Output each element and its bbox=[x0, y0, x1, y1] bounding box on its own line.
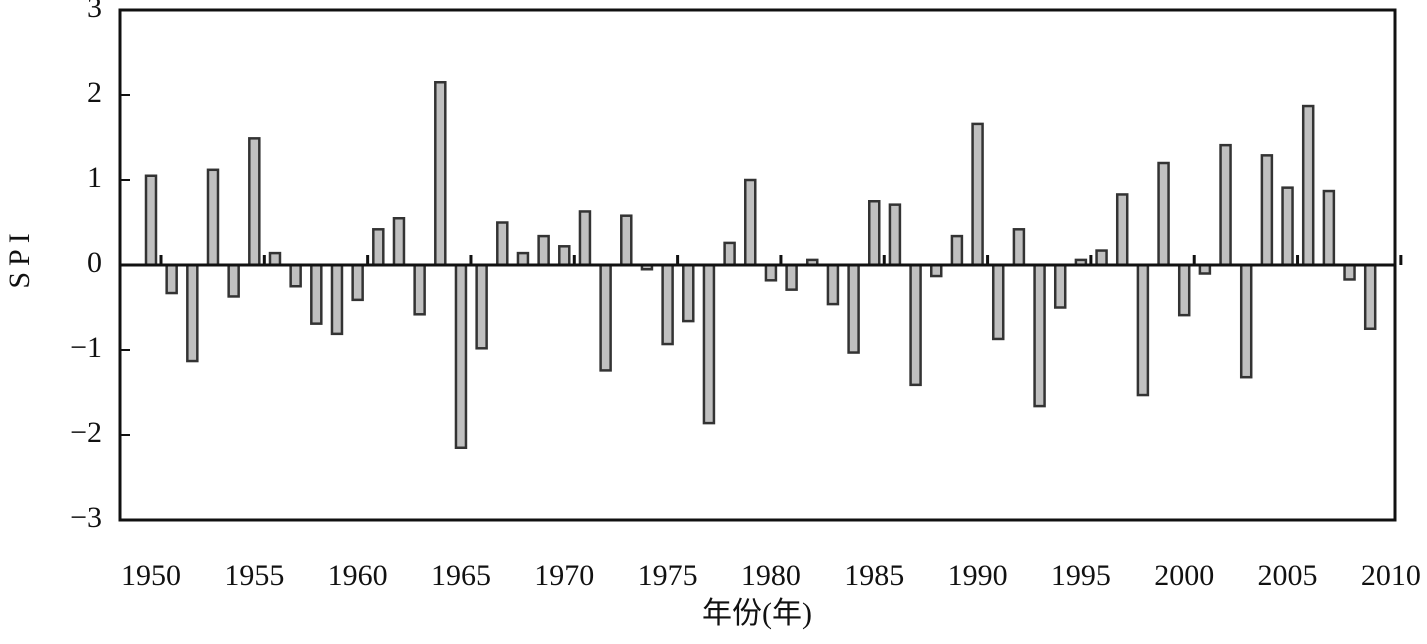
bar bbox=[206, 168, 220, 267]
bar bbox=[289, 263, 302, 288]
x-tick-label: 2000 bbox=[1154, 559, 1214, 592]
bar bbox=[1157, 161, 1170, 267]
bar bbox=[661, 263, 674, 346]
x-tick-label: 1975 bbox=[638, 559, 698, 592]
bar bbox=[929, 263, 943, 278]
y-axis-title: SPI bbox=[3, 227, 36, 288]
bar bbox=[496, 221, 509, 267]
bar bbox=[991, 263, 1005, 341]
bar bbox=[434, 81, 447, 267]
x-tick-label: 1960 bbox=[328, 559, 388, 592]
x-axis-title: 年份(年) bbox=[702, 597, 812, 630]
x-tick-label: 1995 bbox=[1051, 559, 1111, 592]
y-tick-label: 3 bbox=[87, 0, 102, 24]
bar bbox=[186, 263, 199, 363]
x-tick-label: 1980 bbox=[741, 559, 801, 592]
y-tick-label: 0 bbox=[87, 246, 102, 279]
x-tick-label: 1990 bbox=[948, 559, 1008, 592]
bar bbox=[1301, 104, 1315, 267]
x-tick-label: 1970 bbox=[534, 559, 594, 592]
bar bbox=[1281, 186, 1294, 267]
bar bbox=[475, 263, 488, 350]
bar bbox=[971, 122, 984, 267]
bar bbox=[744, 178, 757, 267]
bar bbox=[1343, 263, 1356, 281]
x-tick-label: 1955 bbox=[224, 559, 284, 592]
bar bbox=[227, 263, 240, 298]
x-tick-label: 2010 bbox=[1361, 559, 1421, 592]
bar bbox=[537, 234, 550, 267]
bar bbox=[909, 263, 922, 387]
bar bbox=[826, 263, 840, 306]
bar bbox=[516, 251, 530, 267]
bar bbox=[144, 174, 158, 267]
bar bbox=[682, 263, 695, 323]
bar bbox=[268, 251, 282, 267]
bar bbox=[950, 234, 964, 267]
bar bbox=[558, 245, 571, 267]
y-tick-label: −3 bbox=[70, 501, 102, 534]
bar bbox=[1260, 154, 1274, 267]
bar bbox=[1239, 263, 1253, 379]
bar bbox=[310, 263, 323, 325]
bar bbox=[165, 263, 178, 295]
bar bbox=[330, 263, 344, 336]
bar bbox=[1363, 263, 1377, 330]
bar bbox=[1219, 143, 1232, 267]
bar bbox=[1322, 189, 1336, 267]
bar bbox=[578, 210, 592, 267]
bar bbox=[372, 228, 385, 267]
bar bbox=[620, 214, 633, 267]
y-tick-label: 2 bbox=[87, 76, 102, 109]
bar bbox=[1177, 263, 1191, 317]
y-tick-label: 1 bbox=[87, 161, 102, 194]
bar bbox=[888, 203, 902, 267]
bar bbox=[1012, 228, 1026, 267]
x-tick-label: 1950 bbox=[121, 559, 181, 592]
bar bbox=[868, 200, 881, 267]
bar bbox=[1115, 193, 1129, 267]
bar bbox=[392, 217, 406, 267]
bar bbox=[1053, 263, 1067, 309]
bar bbox=[599, 263, 612, 372]
bar bbox=[785, 263, 798, 291]
x-tick-label: 2005 bbox=[1258, 559, 1318, 592]
bar bbox=[351, 263, 364, 302]
x-tick-label: 1985 bbox=[844, 559, 904, 592]
bar bbox=[702, 263, 716, 425]
bar bbox=[1136, 263, 1150, 397]
bar bbox=[847, 263, 860, 354]
bar bbox=[454, 263, 468, 449]
y-tick-label: −1 bbox=[70, 331, 102, 364]
x-tick-label: 1965 bbox=[431, 559, 491, 592]
bar bbox=[248, 137, 261, 267]
bar bbox=[1095, 249, 1108, 267]
bar bbox=[1033, 263, 1046, 408]
bar bbox=[723, 241, 736, 267]
bar bbox=[764, 263, 778, 282]
y-tick-label: −2 bbox=[70, 416, 102, 449]
bar bbox=[413, 263, 426, 316]
